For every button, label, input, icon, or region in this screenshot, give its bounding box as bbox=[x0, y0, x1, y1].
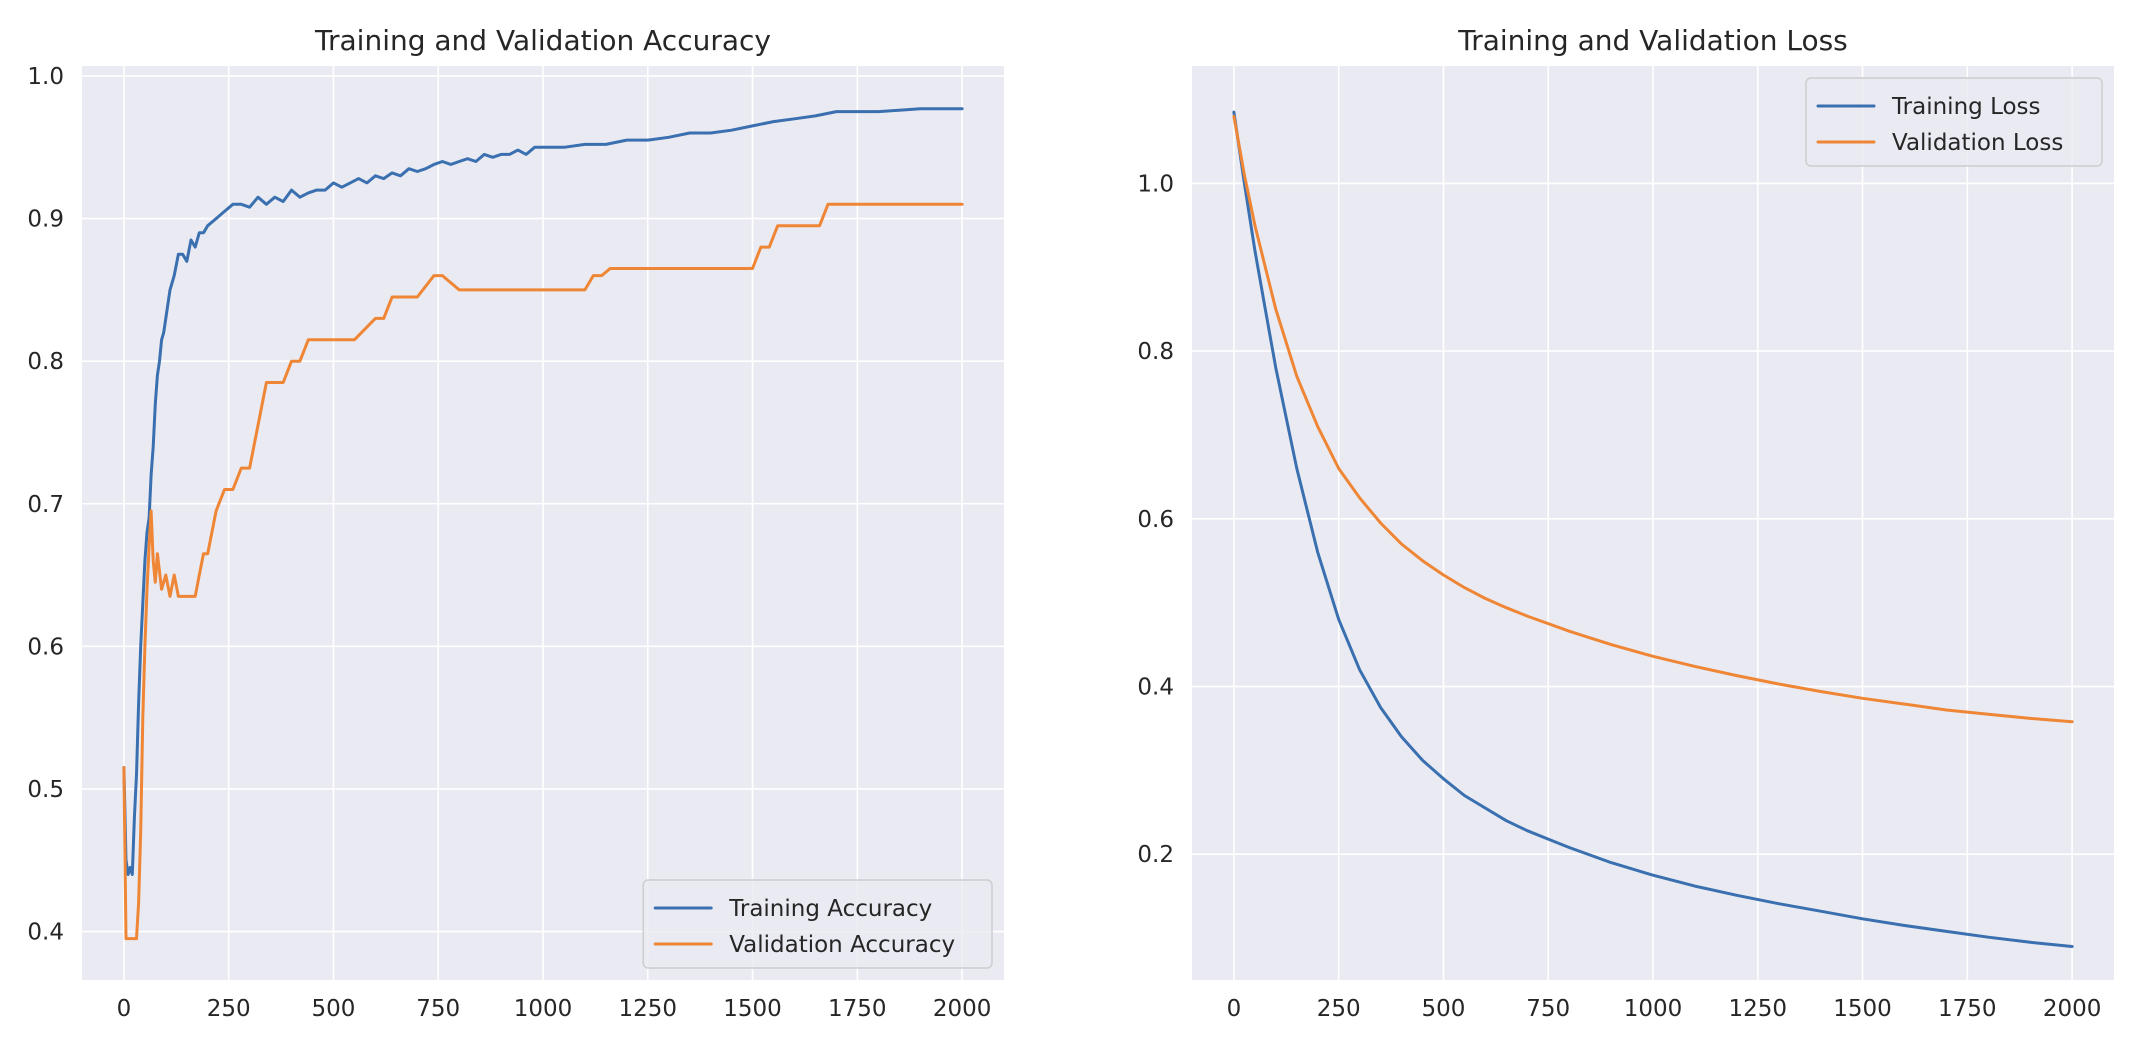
accuracy-chart: 0 250 500 750 1000 1250 1500 1750 2000 0.4 0.5 0.6 0… bbox=[27, 24, 1004, 1022]
x-tick-label: 0 bbox=[117, 996, 132, 1022]
y-tick-label: 0.7 bbox=[27, 492, 64, 518]
x-tick-label: 1750 bbox=[828, 996, 887, 1022]
series-line-validation-accuracy bbox=[122, 202, 964, 941]
legend-label-validation-accuracy: Validation Accuracy bbox=[729, 932, 955, 958]
x-tick-label: 2000 bbox=[933, 996, 992, 1022]
series-line-training-accuracy bbox=[122, 107, 964, 876]
legend-label-validation-loss: Validation Loss bbox=[1892, 130, 2063, 156]
x-tick-label: 1500 bbox=[1833, 996, 1892, 1022]
y-tick-label: 0.8 bbox=[1137, 339, 1174, 365]
chart-title: Training and Validation Loss bbox=[1457, 24, 1848, 57]
legend: Training Accuracy Validation Accuracy bbox=[642, 879, 993, 969]
x-tick-label: 1000 bbox=[1624, 996, 1683, 1022]
x-tick-label: 1750 bbox=[1938, 996, 1997, 1022]
y-tick-label: 1.0 bbox=[27, 64, 64, 90]
series-line-validation-loss bbox=[1232, 114, 2074, 724]
x-tick-label: 750 bbox=[416, 996, 460, 1022]
x-tick-label: 1000 bbox=[514, 996, 573, 1022]
y-tick-label: 0.4 bbox=[27, 920, 64, 946]
y-tick-label: 0.6 bbox=[1137, 507, 1174, 533]
x-tick-label: 1250 bbox=[1728, 996, 1787, 1022]
y-tick-label: 0.4 bbox=[1137, 675, 1174, 701]
series-line-training-loss bbox=[1232, 110, 2074, 948]
y-tick-label: 0.5 bbox=[27, 777, 64, 803]
x-tick-label: 1250 bbox=[618, 996, 677, 1022]
x-tick-label: 750 bbox=[1526, 996, 1570, 1022]
y-tick-label: 1.0 bbox=[1137, 171, 1174, 197]
legend-label-training-loss: Training Loss bbox=[1891, 94, 2041, 120]
x-tick-label: 250 bbox=[1317, 996, 1361, 1022]
x-tick-label: 500 bbox=[312, 996, 356, 1022]
y-tick-label: 0.2 bbox=[1137, 842, 1174, 868]
x-tick-label: 250 bbox=[207, 996, 251, 1022]
y-tick-label: 0.6 bbox=[27, 634, 64, 660]
loss-chart: 0 250 500 750 1000 1250 1500 1750 2000 0.2 0.4 0.6 0… bbox=[1137, 24, 2114, 1022]
x-tick-label: 1500 bbox=[723, 996, 782, 1022]
x-tick-label: 500 bbox=[1422, 996, 1466, 1022]
legend-label-training-accuracy: Training Accuracy bbox=[728, 896, 932, 922]
x-tick-label: 2000 bbox=[2043, 996, 2102, 1022]
y-tick-label: 0.8 bbox=[27, 349, 64, 375]
x-tick-label: 0 bbox=[1227, 996, 1242, 1022]
chart-title: Training and Validation Accuracy bbox=[314, 24, 771, 57]
legend-box bbox=[642, 879, 993, 969]
y-tick-label: 0.9 bbox=[27, 207, 64, 233]
legend: Training Loss Validation Loss bbox=[1805, 77, 2103, 167]
legend-box bbox=[1805, 77, 2103, 167]
